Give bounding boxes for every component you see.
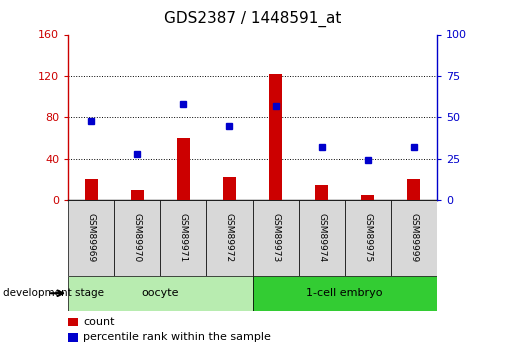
Bar (252, 276, 437, 310)
Text: GSM89969: GSM89969 (87, 214, 96, 263)
Bar (177, 138, 190, 200)
Bar (252, 200, 298, 276)
Text: development stage: development stage (3, 288, 104, 298)
Bar (408, 179, 420, 200)
Bar (223, 177, 236, 200)
Bar (345, 200, 391, 276)
Bar (315, 185, 328, 200)
Bar (269, 74, 282, 200)
Bar (161, 200, 207, 276)
Bar (361, 195, 374, 200)
Text: percentile rank within the sample: percentile rank within the sample (83, 332, 271, 342)
Bar (68, 333, 78, 342)
Bar (68, 317, 78, 326)
Text: 1-cell embryo: 1-cell embryo (307, 288, 383, 298)
Bar (85, 179, 97, 200)
Text: GDS2387 / 1448591_at: GDS2387 / 1448591_at (164, 10, 341, 27)
Text: GSM89999: GSM89999 (409, 214, 418, 263)
Text: GSM89971: GSM89971 (179, 214, 188, 263)
Text: count: count (83, 317, 115, 327)
Bar (298, 200, 345, 276)
Text: GSM89972: GSM89972 (225, 214, 234, 263)
Text: GSM89970: GSM89970 (133, 214, 142, 263)
Text: oocyte: oocyte (141, 288, 179, 298)
Bar (68, 200, 114, 276)
Bar (207, 200, 252, 276)
Text: GSM89975: GSM89975 (363, 214, 372, 263)
Text: GSM89973: GSM89973 (271, 214, 280, 263)
Bar (131, 190, 144, 200)
Bar (114, 200, 161, 276)
Text: GSM89974: GSM89974 (317, 214, 326, 263)
Bar (68, 276, 252, 310)
Bar (391, 200, 437, 276)
